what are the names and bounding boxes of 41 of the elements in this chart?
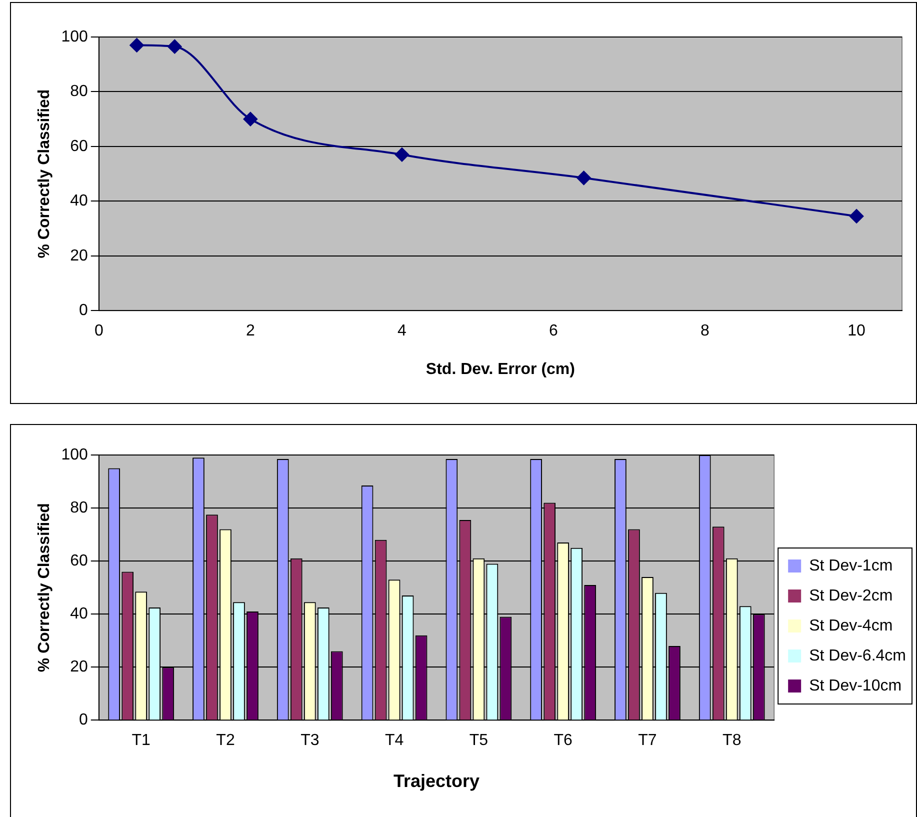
x-tick-label: T6: [554, 732, 573, 750]
x-tick-label: 2: [246, 322, 255, 340]
x-tick-label: T3: [300, 732, 320, 750]
x-tick-label: 6: [549, 322, 558, 340]
y-tick-label: 80: [70, 499, 88, 516]
y-tick-label: 20: [70, 658, 88, 676]
y-tick-label: 80: [70, 83, 88, 100]
legend-label: St Dev-4cm: [809, 617, 893, 634]
x-tick-label: T8: [722, 732, 742, 750]
x-tick-label: 8: [700, 322, 710, 340]
legend-label: St Dev-2cm: [809, 587, 893, 604]
point: [576, 170, 591, 185]
y-tick-label: 20: [70, 247, 88, 264]
legend-label: St Dev-10cm: [809, 677, 902, 694]
y-tick-label: 100: [61, 446, 88, 464]
x-tick-label: T4: [384, 732, 404, 750]
point: [850, 209, 864, 224]
y-tick-label: 100: [61, 28, 88, 46]
x-tick-label: T2: [216, 732, 235, 750]
y-tick-label: 0: [78, 302, 88, 320]
y-tick-label: 60: [70, 552, 88, 570]
y-tick-label: 60: [70, 138, 88, 155]
x-axis-title: Trajectory: [393, 771, 480, 792]
point: [394, 148, 409, 162]
y-tick-label: 40: [70, 192, 88, 210]
x-tick-label: 10: [848, 322, 866, 340]
x-axis-title: Std. Dev. Error (cm): [426, 360, 575, 378]
x-tick-label: T5: [469, 732, 488, 750]
legend-label: St Dev-6.4cm: [809, 647, 906, 664]
point: [243, 112, 258, 126]
y-tick-label: 0: [78, 712, 88, 729]
x-tick-label: 0: [94, 322, 104, 340]
x-tick-label: T1: [132, 732, 151, 750]
point: [168, 40, 182, 54]
y-axis-title: % Correctly Classified: [36, 503, 54, 672]
x-tick-label: T7: [638, 732, 657, 750]
x-tick-label: 4: [398, 322, 406, 340]
y-tick-label: 40: [70, 606, 88, 623]
y-axis-title: % Correctly Classified: [36, 89, 54, 258]
legend-label: St Dev-1cm: [809, 557, 893, 574]
point: [130, 38, 144, 52]
